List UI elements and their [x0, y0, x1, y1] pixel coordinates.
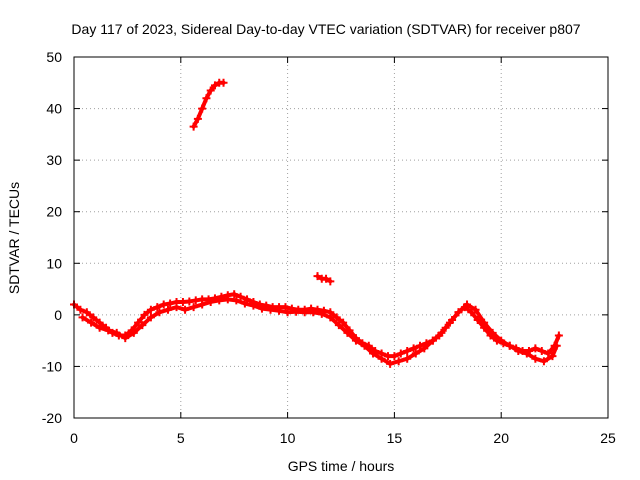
x-tick-labels: 0 5 10 15 20 25 [70, 430, 616, 446]
y-tick-label: 30 [46, 152, 62, 168]
x-tick-label: 20 [493, 430, 509, 446]
data-point [552, 341, 561, 350]
x-tick-label: 10 [280, 430, 296, 446]
y-tick-label: 50 [46, 49, 62, 65]
y-tick-label: -10 [42, 358, 62, 374]
axis-ticks [73, 56, 609, 419]
y-tick-label: 10 [46, 255, 62, 271]
y-tick-label: -20 [42, 410, 62, 426]
data-points [70, 78, 563, 368]
series-group [78, 295, 561, 368]
data-trace [447, 310, 461, 325]
x-tick-label: 15 [387, 430, 403, 446]
chart-title: Day 117 of 2023, Sidereal Day-to-day VTE… [71, 21, 580, 37]
data-trace [439, 320, 452, 335]
data-point [219, 78, 228, 87]
y-tick-label: 20 [46, 204, 62, 220]
data-trace [473, 307, 487, 325]
data-point [554, 331, 563, 340]
series-group [189, 78, 228, 131]
y-tick-label: 40 [46, 101, 62, 117]
x-tick-label: 5 [177, 430, 185, 446]
y-tick-label: 0 [54, 307, 62, 323]
plot-area-border [73, 56, 609, 419]
grid-lines [74, 57, 608, 418]
x-axis-label: GPS time / hours [288, 458, 395, 474]
y-tick-labels: -20 -10 0 10 20 30 40 50 [42, 49, 62, 426]
data-point [326, 277, 335, 286]
x-tick-label: 25 [600, 430, 616, 446]
data-trace [482, 320, 495, 335]
x-tick-label: 0 [70, 430, 78, 446]
y-axis-label: SDTVAR / TECUs [6, 182, 22, 294]
series-group [313, 272, 335, 286]
